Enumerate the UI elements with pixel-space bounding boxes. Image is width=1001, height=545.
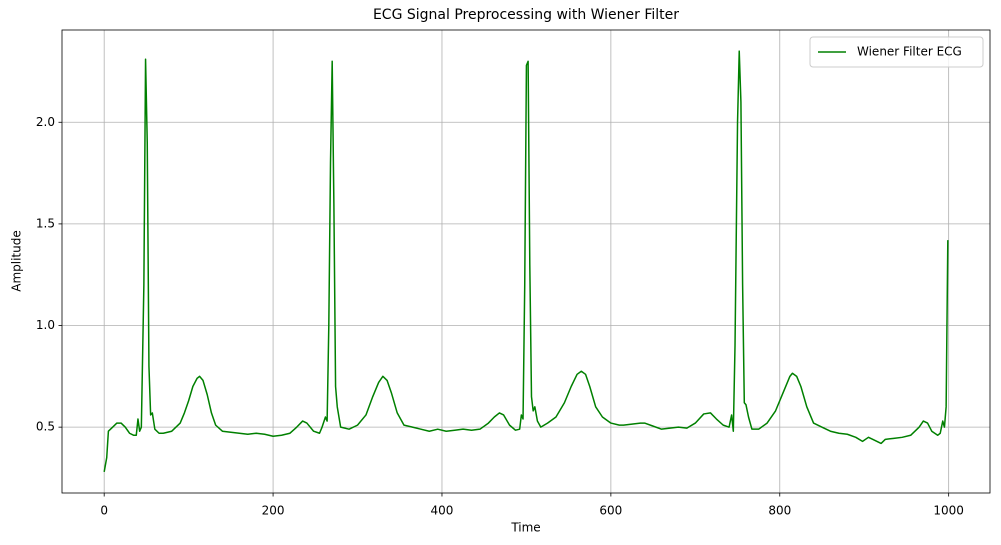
legend: Wiener Filter ECG: [809, 36, 984, 68]
chart-title: ECG Signal Preprocessing with Wiener Fil…: [373, 7, 679, 23]
x-tick-label: 600: [599, 504, 622, 518]
x-axis-label: Time: [510, 521, 540, 535]
x-tick-label: 200: [262, 504, 285, 518]
y-tick-label: 1.5: [36, 216, 55, 230]
legend-box: [809, 36, 984, 68]
y-tick-label: 0.5: [36, 420, 55, 434]
data-line: [103, 50, 949, 472]
legend-label: Wiener Filter ECG: [857, 45, 962, 59]
y-axis-label: Amplitude: [10, 230, 24, 292]
x-tick-label: 1000: [933, 504, 964, 518]
x-tick-label: 400: [431, 504, 454, 518]
x-tick-label: 800: [768, 504, 791, 518]
axes-frame: [61, 29, 991, 494]
x-tick-label: 0: [100, 504, 108, 518]
y-tick-label: 1.0: [36, 318, 55, 332]
y-tick-label: 2.0: [36, 115, 55, 129]
